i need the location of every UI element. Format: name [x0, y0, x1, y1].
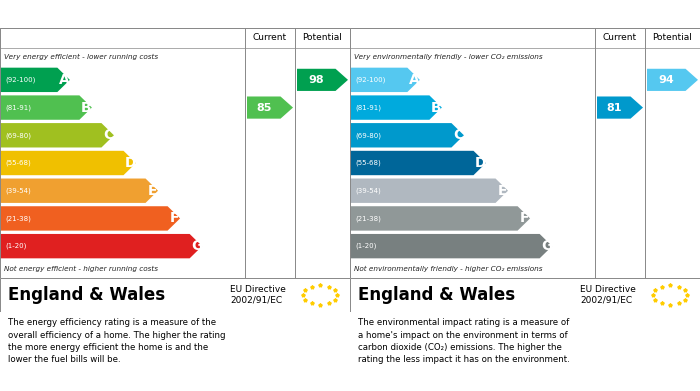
- Text: (92-100): (92-100): [5, 77, 36, 83]
- Text: F: F: [519, 212, 529, 226]
- Text: (1-20): (1-20): [355, 243, 377, 249]
- Polygon shape: [247, 97, 293, 118]
- Polygon shape: [0, 151, 136, 175]
- Text: F: F: [169, 212, 179, 226]
- Text: (39-54): (39-54): [355, 187, 381, 194]
- Text: Very energy efficient - lower running costs: Very energy efficient - lower running co…: [4, 54, 158, 60]
- Polygon shape: [0, 234, 202, 258]
- Text: The energy efficiency rating is a measure of the
overall efficiency of a home. T: The energy efficiency rating is a measur…: [8, 318, 225, 364]
- Text: (81-91): (81-91): [355, 104, 381, 111]
- Text: C: C: [453, 128, 463, 142]
- Text: Potential: Potential: [302, 34, 342, 43]
- Polygon shape: [350, 123, 464, 147]
- Polygon shape: [350, 151, 486, 175]
- Polygon shape: [647, 69, 698, 91]
- Text: C: C: [103, 128, 113, 142]
- Text: B: B: [81, 100, 92, 115]
- Text: Current: Current: [603, 34, 637, 43]
- Polygon shape: [0, 206, 180, 231]
- Polygon shape: [0, 68, 70, 92]
- Text: A: A: [409, 73, 419, 87]
- Polygon shape: [350, 95, 442, 120]
- Text: Energy Efficiency Rating: Energy Efficiency Rating: [10, 7, 173, 20]
- Text: G: G: [191, 239, 202, 253]
- Text: (92-100): (92-100): [355, 77, 386, 83]
- Text: A: A: [59, 73, 69, 87]
- Text: 81: 81: [606, 102, 622, 113]
- Text: (81-91): (81-91): [5, 104, 31, 111]
- Text: E: E: [498, 184, 508, 198]
- Text: EU Directive
2002/91/EC: EU Directive 2002/91/EC: [230, 285, 286, 305]
- Text: 94: 94: [659, 75, 674, 85]
- Text: (55-68): (55-68): [5, 160, 31, 166]
- Text: Environmental Impact (CO₂) Rating: Environmental Impact (CO₂) Rating: [360, 7, 593, 20]
- Text: Not energy efficient - higher running costs: Not energy efficient - higher running co…: [4, 266, 158, 272]
- Text: G: G: [541, 239, 552, 253]
- Text: 98: 98: [309, 75, 324, 85]
- Text: B: B: [431, 100, 442, 115]
- Polygon shape: [0, 123, 114, 147]
- Text: (21-38): (21-38): [355, 215, 381, 222]
- Polygon shape: [350, 68, 420, 92]
- Polygon shape: [350, 179, 508, 203]
- Text: Not environmentally friendly - higher CO₂ emissions: Not environmentally friendly - higher CO…: [354, 266, 542, 272]
- Text: (55-68): (55-68): [355, 160, 381, 166]
- Text: Potential: Potential: [652, 34, 692, 43]
- Text: England & Wales: England & Wales: [8, 286, 165, 304]
- Text: (21-38): (21-38): [5, 215, 31, 222]
- Text: (1-20): (1-20): [5, 243, 27, 249]
- Text: 85: 85: [256, 102, 272, 113]
- Text: (69-80): (69-80): [5, 132, 31, 138]
- Polygon shape: [350, 234, 552, 258]
- Text: (39-54): (39-54): [5, 187, 31, 194]
- Polygon shape: [0, 179, 158, 203]
- Text: England & Wales: England & Wales: [358, 286, 515, 304]
- Text: D: D: [125, 156, 136, 170]
- Bar: [350, 28, 700, 48]
- Polygon shape: [597, 97, 643, 118]
- Text: Very environmentally friendly - lower CO₂ emissions: Very environmentally friendly - lower CO…: [354, 54, 542, 60]
- Text: The environmental impact rating is a measure of
a home's impact on the environme: The environmental impact rating is a mea…: [358, 318, 570, 364]
- Polygon shape: [297, 69, 348, 91]
- Text: E: E: [148, 184, 158, 198]
- Text: (69-80): (69-80): [355, 132, 381, 138]
- Polygon shape: [350, 206, 530, 231]
- Text: Current: Current: [253, 34, 287, 43]
- Text: D: D: [475, 156, 486, 170]
- Polygon shape: [0, 95, 92, 120]
- Bar: [0, 28, 350, 48]
- Text: EU Directive
2002/91/EC: EU Directive 2002/91/EC: [580, 285, 636, 305]
